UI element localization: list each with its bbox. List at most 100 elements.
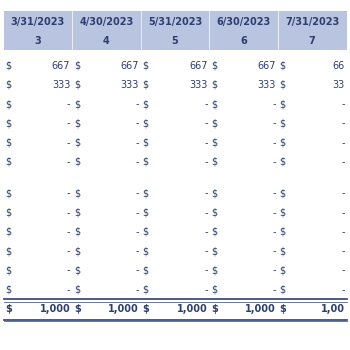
Text: $: $ xyxy=(5,138,11,148)
Text: $: $ xyxy=(280,118,286,128)
Text: $: $ xyxy=(280,246,286,256)
Text: $: $ xyxy=(74,304,80,314)
Text: $: $ xyxy=(74,285,80,295)
Text: $: $ xyxy=(5,227,11,237)
Text: -: - xyxy=(341,227,345,237)
Text: -: - xyxy=(273,208,276,218)
Text: -: - xyxy=(135,157,139,167)
Text: 3/31/2023: 3/31/2023 xyxy=(10,17,65,27)
Text: $: $ xyxy=(142,304,149,314)
Text: -: - xyxy=(135,227,139,237)
Text: $: $ xyxy=(280,157,286,167)
Text: -: - xyxy=(341,285,345,295)
Text: $: $ xyxy=(211,138,217,148)
Text: -: - xyxy=(204,246,208,256)
Text: -: - xyxy=(273,99,276,109)
Text: -: - xyxy=(67,246,70,256)
Text: $: $ xyxy=(280,138,286,148)
Text: $: $ xyxy=(74,61,80,71)
Text: 6/30/2023: 6/30/2023 xyxy=(216,17,271,27)
Text: $: $ xyxy=(211,208,217,218)
Text: $: $ xyxy=(74,118,80,128)
Text: $: $ xyxy=(5,157,11,167)
Text: -: - xyxy=(135,208,139,218)
Text: $: $ xyxy=(142,99,149,109)
Text: $: $ xyxy=(211,227,217,237)
Text: 7/31/2023: 7/31/2023 xyxy=(285,17,339,27)
Text: -: - xyxy=(273,118,276,128)
Text: 667: 667 xyxy=(120,61,139,71)
Text: $: $ xyxy=(211,80,217,90)
Text: $: $ xyxy=(74,80,80,90)
Text: $: $ xyxy=(5,99,11,109)
Text: $: $ xyxy=(280,304,286,314)
Text: $: $ xyxy=(211,246,217,256)
Text: -: - xyxy=(204,265,208,275)
Text: -: - xyxy=(204,208,208,218)
Text: 333: 333 xyxy=(52,80,70,90)
Text: -: - xyxy=(135,118,139,128)
Text: -: - xyxy=(341,265,345,275)
Text: -: - xyxy=(341,118,345,128)
Text: -: - xyxy=(204,188,208,198)
Text: $: $ xyxy=(74,265,80,275)
Text: $: $ xyxy=(280,265,286,275)
Text: -: - xyxy=(341,99,345,109)
Text: $: $ xyxy=(5,80,11,90)
Text: 1,000: 1,000 xyxy=(245,304,276,314)
Text: $: $ xyxy=(211,99,217,109)
Text: $: $ xyxy=(142,118,149,128)
Text: -: - xyxy=(204,138,208,148)
Text: -: - xyxy=(135,99,139,109)
Text: 3: 3 xyxy=(34,36,41,47)
Text: $: $ xyxy=(74,246,80,256)
Text: $: $ xyxy=(142,80,149,90)
Text: 1,00: 1,00 xyxy=(321,304,345,314)
Text: 33: 33 xyxy=(332,80,345,90)
Text: $: $ xyxy=(142,157,149,167)
Text: -: - xyxy=(204,118,208,128)
Text: $: $ xyxy=(211,61,217,71)
Text: -: - xyxy=(273,265,276,275)
Text: -: - xyxy=(135,138,139,148)
Text: -: - xyxy=(204,99,208,109)
Text: 667: 667 xyxy=(189,61,208,71)
Text: 333: 333 xyxy=(258,80,276,90)
Text: 1,000: 1,000 xyxy=(108,304,139,314)
Text: -: - xyxy=(67,285,70,295)
Text: $: $ xyxy=(142,138,149,148)
Text: 667: 667 xyxy=(258,61,276,71)
Text: 5: 5 xyxy=(172,36,178,47)
Text: 66: 66 xyxy=(332,61,345,71)
Text: -: - xyxy=(67,227,70,237)
Text: -: - xyxy=(135,265,139,275)
Text: $: $ xyxy=(74,157,80,167)
Text: $: $ xyxy=(280,61,286,71)
Text: -: - xyxy=(341,138,345,148)
Text: 667: 667 xyxy=(52,61,70,71)
Text: $: $ xyxy=(211,157,217,167)
Text: $: $ xyxy=(142,227,149,237)
Text: $: $ xyxy=(142,188,149,198)
Text: -: - xyxy=(341,246,345,256)
Text: -: - xyxy=(341,157,345,167)
Text: -: - xyxy=(67,265,70,275)
Text: -: - xyxy=(273,285,276,295)
Text: $: $ xyxy=(74,138,80,148)
Text: $: $ xyxy=(74,208,80,218)
Text: $: $ xyxy=(5,61,11,71)
Text: -: - xyxy=(341,208,345,218)
Text: 333: 333 xyxy=(120,80,139,90)
Text: -: - xyxy=(204,285,208,295)
Text: -: - xyxy=(67,188,70,198)
Text: 1,000: 1,000 xyxy=(177,304,208,314)
Text: $: $ xyxy=(211,118,217,128)
Text: -: - xyxy=(67,157,70,167)
Text: -: - xyxy=(273,246,276,256)
Text: 4/30/2023: 4/30/2023 xyxy=(79,17,134,27)
Text: $: $ xyxy=(211,188,217,198)
Text: -: - xyxy=(67,118,70,128)
Text: -: - xyxy=(135,285,139,295)
Text: 7: 7 xyxy=(309,36,316,47)
Text: -: - xyxy=(67,99,70,109)
